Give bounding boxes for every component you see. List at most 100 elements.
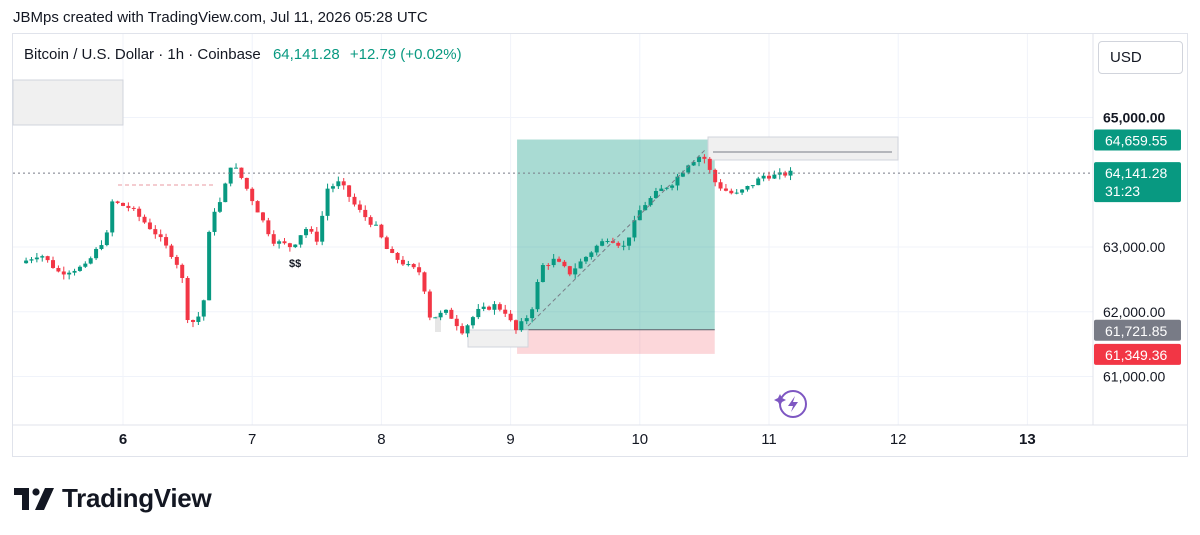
- price-badge-label: 61,721.85: [1105, 323, 1167, 339]
- time-tick-label: 13: [1019, 431, 1036, 448]
- candle-body: [470, 317, 475, 326]
- candle-body: [126, 205, 131, 208]
- candle-body: [497, 304, 502, 310]
- candle-body: [767, 175, 771, 179]
- candle-body: [691, 161, 696, 166]
- candle-body: [444, 309, 448, 313]
- candle-body: [363, 209, 368, 218]
- candle-body: [627, 237, 632, 246]
- candle-body: [277, 241, 282, 244]
- candle-body: [271, 234, 276, 244]
- candle-body: [347, 185, 352, 197]
- time-tick-label: 11: [761, 431, 777, 448]
- candle-body: [600, 241, 605, 246]
- candle-body: [670, 185, 675, 188]
- candle-body: [266, 220, 271, 235]
- candle-body: [158, 234, 163, 238]
- candle-body: [115, 201, 120, 203]
- currency-button[interactable]: USD: [1098, 41, 1183, 74]
- candle-body: [422, 272, 427, 292]
- candle-body: [153, 229, 158, 235]
- candle-body: [190, 320, 195, 322]
- candle-body: [508, 313, 513, 321]
- chart-attribution: JBMps created with TradingView.com, Jul …: [13, 9, 428, 26]
- price-tick-label: 61,000.00: [1103, 369, 1165, 385]
- price-badge-label: 64,141.28: [1105, 165, 1167, 181]
- candle-body: [492, 304, 497, 310]
- tv-logo-icon: [14, 487, 54, 510]
- candle-body: [169, 245, 174, 257]
- price-tick-label: 65,000.00: [1103, 109, 1165, 125]
- candle-body: [212, 211, 217, 232]
- candle-body: [745, 186, 750, 190]
- candle-body: [244, 177, 249, 189]
- grey-box-drawing: [467, 329, 529, 348]
- tradingview-logo[interactable]: TradingView: [14, 483, 212, 514]
- candle-body: [417, 267, 422, 273]
- candle-body: [379, 224, 384, 238]
- grey-box-drawing: [435, 316, 441, 332]
- candle-body: [368, 217, 373, 225]
- price-badge: [1094, 343, 1181, 365]
- candle-body: [207, 231, 212, 301]
- candle-body: [530, 309, 535, 319]
- drawing-zones: [12, 79, 899, 354]
- time-tick-label: 10: [631, 431, 648, 448]
- candle-body: [287, 243, 292, 248]
- candle-body: [293, 244, 298, 248]
- candle-body: [454, 318, 459, 327]
- candle-body: [228, 167, 233, 184]
- candle-body: [546, 265, 551, 267]
- candle-body: [56, 267, 61, 272]
- price-tick-label: 62,000.00: [1103, 304, 1165, 320]
- candle-body: [51, 260, 56, 268]
- candle-body: [697, 156, 702, 162]
- candle-body: [110, 201, 115, 233]
- candle-body: [411, 264, 416, 268]
- candle-body: [374, 224, 379, 226]
- time-tick-label: 6: [119, 431, 127, 448]
- candle-body: [304, 229, 309, 236]
- candle-body: [104, 232, 109, 246]
- annotation-text: $$: [289, 258, 301, 270]
- candle-body: [309, 229, 314, 232]
- candle-body: [250, 188, 255, 202]
- price-badge-label: 64,659.55: [1105, 133, 1167, 149]
- candle-body: [589, 252, 594, 257]
- candle-body: [384, 237, 389, 249]
- candle-body: [72, 270, 77, 273]
- candle-body: [740, 189, 745, 193]
- candle-body: [519, 321, 524, 331]
- candle-body: [583, 256, 588, 262]
- candle-body: [772, 174, 777, 179]
- candle-body: [788, 170, 793, 176]
- candle-body: [643, 205, 648, 211]
- candle-body: [616, 242, 621, 246]
- countdown-label: 31:23: [1105, 183, 1140, 199]
- candle-body: [659, 188, 664, 191]
- candle-body: [77, 266, 82, 271]
- lightning-icon[interactable]: [774, 390, 807, 418]
- candle-body: [680, 172, 685, 177]
- candle-body: [557, 258, 562, 262]
- price-badge: [1094, 319, 1181, 341]
- candle-body: [196, 316, 201, 322]
- candle-body: [357, 204, 362, 210]
- candle-body: [487, 306, 492, 310]
- candle-body: [438, 312, 443, 318]
- candle-body: [718, 182, 723, 189]
- time-tick-label: 9: [506, 431, 514, 448]
- grid-lines: [13, 34, 1093, 425]
- candle-body: [605, 241, 610, 243]
- price-axis: 65,000.00 63,000.00 62,000.00 61,000.00: [1092, 34, 1165, 425]
- candle-body: [390, 248, 395, 253]
- candle-body: [223, 183, 228, 203]
- candle-body: [255, 201, 260, 213]
- candle-body: [395, 252, 400, 260]
- price-badge: [1094, 162, 1181, 203]
- candle-body: [513, 320, 518, 331]
- candle-body: [330, 186, 335, 189]
- candle-body: [540, 265, 545, 283]
- candle-body: [578, 261, 583, 269]
